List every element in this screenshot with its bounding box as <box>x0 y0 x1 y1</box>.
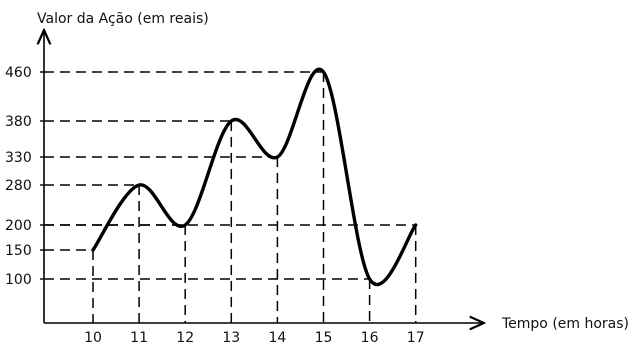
y-tick-label: 150 <box>5 243 32 259</box>
y-axis-title: Valor da Ação (em reais) <box>37 11 209 27</box>
x-tick-label: 15 <box>315 330 333 345</box>
data-points <box>92 71 416 280</box>
dashed-guides <box>44 71 417 323</box>
y-tick-labels: 100 150 200 280 330 380 460 <box>5 65 44 288</box>
x-tick-label: 10 <box>84 330 102 345</box>
y-tick-label: 330 <box>5 150 32 166</box>
y-tick-label: 100 <box>5 272 32 288</box>
y-tick-label: 280 <box>5 178 32 194</box>
y-tick-label: 460 <box>5 65 32 81</box>
y-tick-label: 380 <box>5 114 32 130</box>
stock-value-line <box>91 67 418 287</box>
y-tick-label: 200 <box>5 218 32 234</box>
x-tick-label: 12 <box>176 330 194 345</box>
x-tick-label: 11 <box>130 330 148 345</box>
x-tick-label: 17 <box>407 330 425 345</box>
x-tick-label: 13 <box>222 330 240 345</box>
x-tick-label: 16 <box>361 330 379 345</box>
x-tick-labels: 10 11 12 13 14 15 16 17 <box>84 330 425 345</box>
x-tick-label: 14 <box>268 330 286 345</box>
x-axis-title: Tempo (em horas) <box>501 316 629 332</box>
